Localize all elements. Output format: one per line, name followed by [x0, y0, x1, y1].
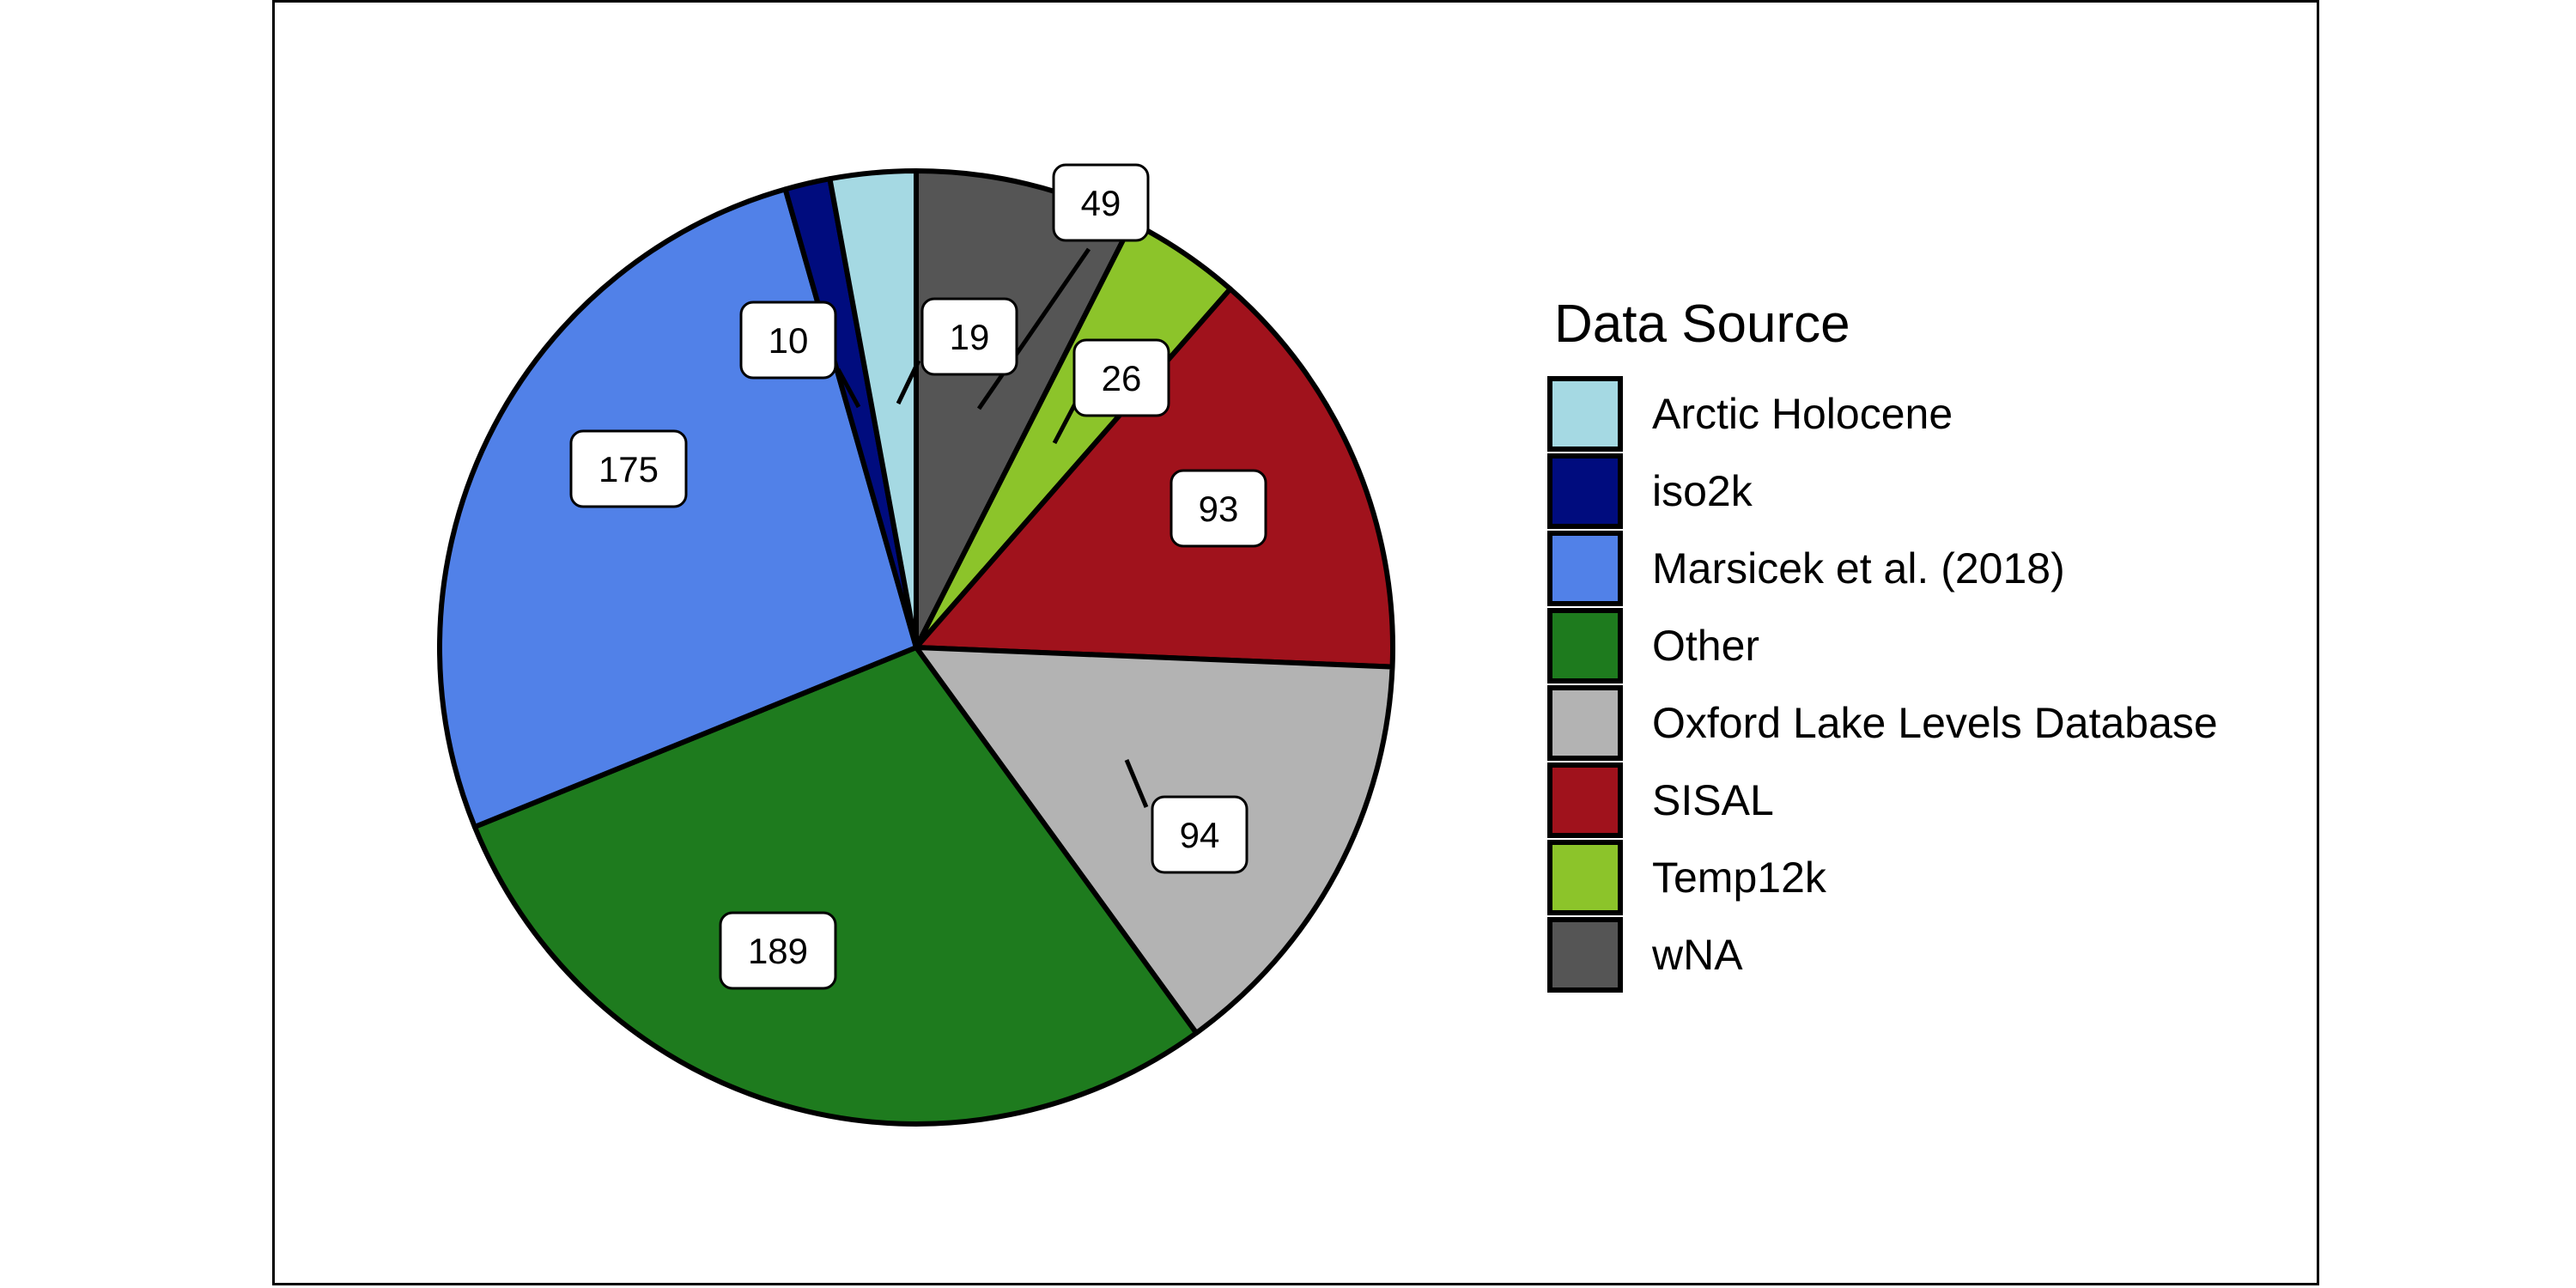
data-label-box: [1151, 795, 1249, 874]
legend-swatch: [1547, 917, 1623, 993]
legend-swatch: [1547, 453, 1623, 529]
legend-entry: Other: [1547, 608, 1759, 683]
leader-line: [835, 368, 861, 409]
legend-label: iso2k: [1652, 467, 1753, 515]
legend-entry: SISAL: [1547, 762, 1774, 838]
legend-entry: Arctic Holocene: [1547, 376, 1953, 452]
legend-label: SISAL: [1652, 776, 1774, 824]
pie-slice-arctic-holocene: [827, 168, 919, 650]
legend: Data Source Arctic Holocene iso2k Marsicek…: [1547, 295, 2218, 993]
legend-label: Temp12k: [1652, 854, 1827, 902]
data-label-box: [719, 911, 837, 990]
data-label-text: 49: [1081, 183, 1121, 223]
leader-line: [976, 247, 1091, 410]
data-label-text: 26: [1102, 358, 1142, 398]
leader-line: [896, 359, 921, 405]
data-label-text: 93: [1199, 489, 1239, 529]
data-label: 19: [920, 297, 1018, 376]
legend-entries: Arctic Holocene iso2k Marsicek et al. (201…: [1547, 376, 2218, 993]
data-label-text: 10: [769, 320, 809, 361]
legend-entry: Temp12k: [1547, 840, 1827, 915]
legend-swatch: [1547, 376, 1623, 452]
data-label-box: [1170, 469, 1267, 548]
legend-entry: iso2k: [1547, 453, 1753, 529]
legend-swatch: [1547, 685, 1623, 761]
data-label-text: 175: [598, 449, 659, 489]
data-label-box: [739, 301, 837, 380]
legend-swatch: [1547, 608, 1623, 683]
legend-label: wNA: [1651, 931, 1743, 979]
data-label-text: 94: [1180, 815, 1220, 855]
legend-entry: wNA: [1547, 917, 1743, 993]
data-label: 49: [1052, 163, 1150, 242]
data-label-text: 19: [950, 317, 990, 357]
data-labels: 49 26 93 94 189 175 10 19: [569, 163, 1267, 990]
legend-entry: Marsicek et al. (2018): [1547, 531, 2065, 606]
pie-slice-other: [471, 645, 1200, 1127]
legend-label: Arctic Holocene: [1652, 390, 1953, 438]
legend-swatch: [1547, 762, 1623, 838]
legend-swatch: [1547, 840, 1623, 915]
data-label: 10: [739, 301, 837, 380]
data-label-box: [569, 429, 688, 508]
data-label-box: [1072, 338, 1170, 417]
pie-slices: [437, 168, 1395, 1127]
data-label: 189: [719, 911, 837, 990]
data-label-text: 189: [748, 931, 808, 971]
legend-label: Marsicek et al. (2018): [1652, 544, 2065, 592]
data-label-box: [1052, 163, 1150, 242]
legend-label: Other: [1652, 622, 1759, 670]
pie-slice-sisal: [914, 286, 1395, 670]
legend-title: Data Source: [1554, 295, 1850, 354]
data-label: 175: [569, 429, 688, 508]
data-label: 94: [1151, 795, 1249, 874]
legend-label: Oxford Lake Levels Database: [1652, 699, 2218, 747]
data-label-box: [920, 297, 1018, 376]
leader-line: [1124, 759, 1149, 808]
data-label: 26: [1072, 338, 1170, 417]
data-label: 93: [1170, 469, 1267, 548]
legend-swatch: [1547, 531, 1623, 606]
legend-entry: Oxford Lake Levels Database: [1547, 685, 2218, 761]
